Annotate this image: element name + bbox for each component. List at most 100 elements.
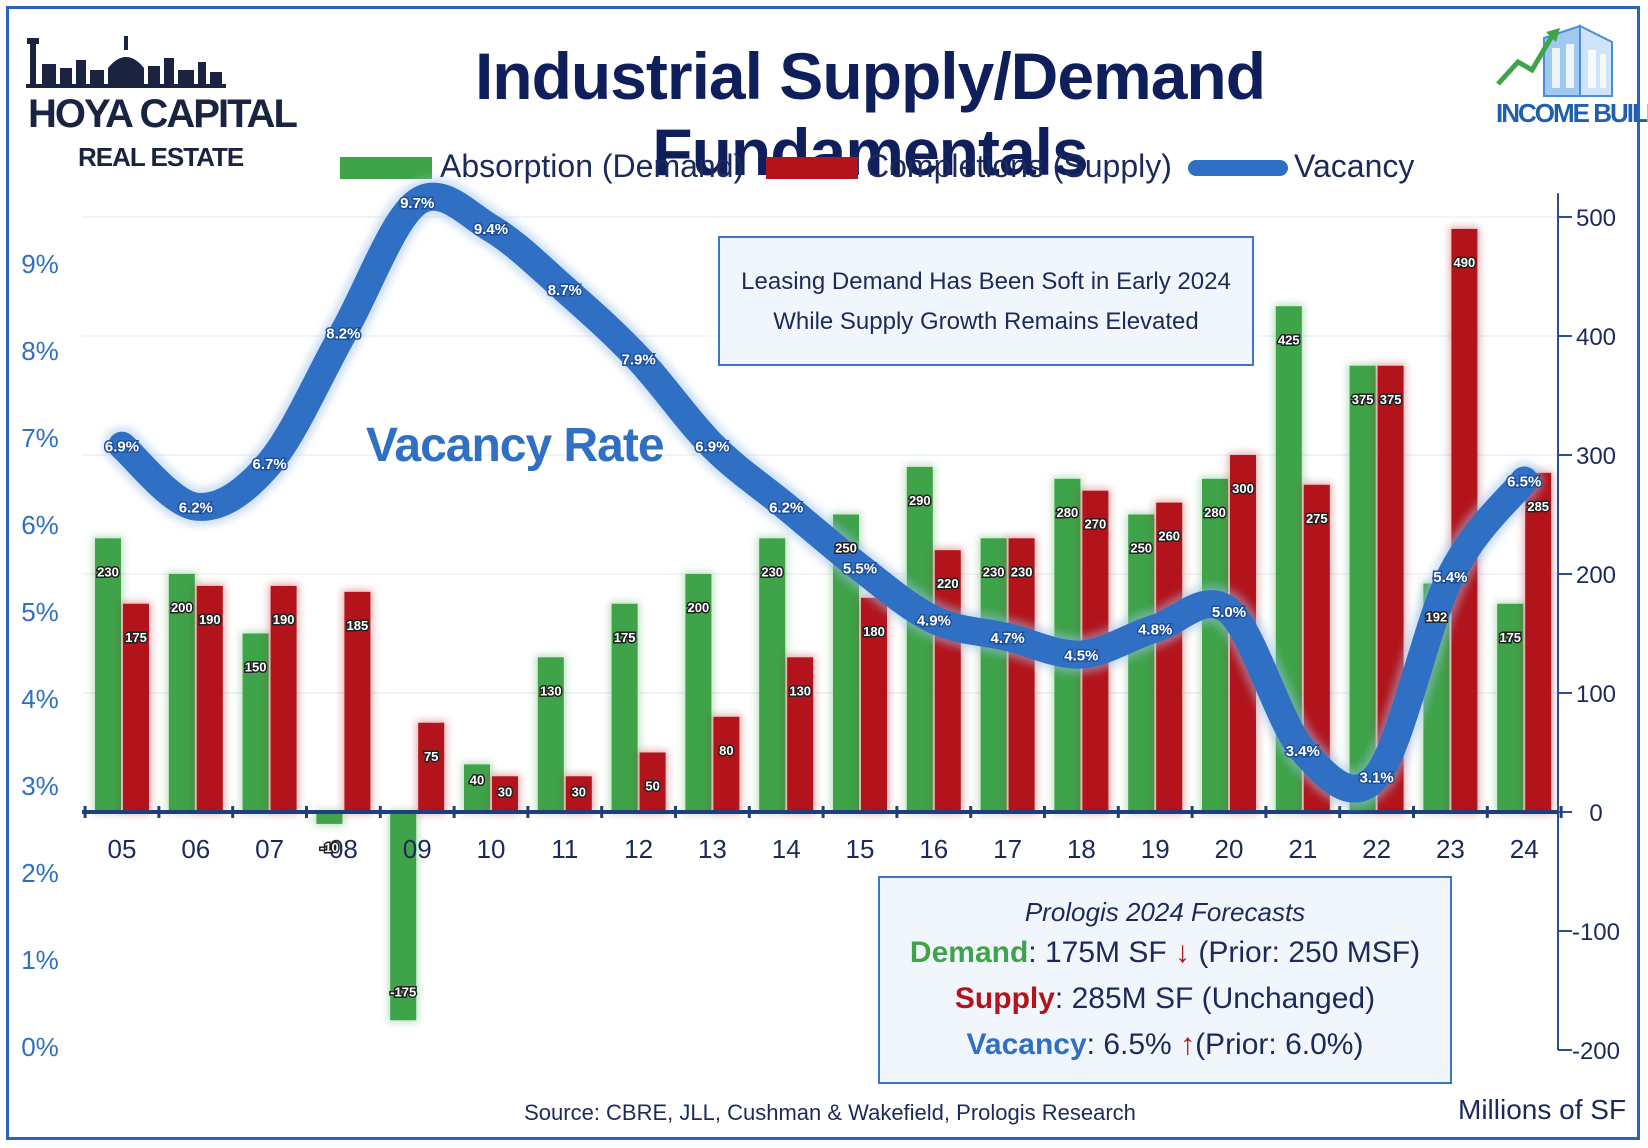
legend-label-completions: Completions (Supply) [866,148,1172,184]
vacancy-point-label: 6.9% [105,439,139,456]
completions-bar-label: 230 [1011,564,1033,579]
x-axis-tick-label: 16 [919,834,948,864]
completions-bar-label: 130 [789,683,811,698]
hoya-capital-skyline-icon [26,36,226,88]
absorption-bar-label: 130 [540,683,562,698]
left-axis-tick-label: 4% [21,684,59,714]
completions-bar-label: 300 [1232,481,1254,496]
x-axis-tick-label: 06 [181,834,210,864]
absorption-bar [980,538,1007,812]
right-axis-tick-label: 100 [1576,681,1616,708]
absorption-bar-label: 250 [835,541,857,556]
completions-bar-label: 75 [424,749,438,764]
absorption-bar-label: 200 [688,600,710,615]
forecast-demand-value: : 175M SF [1028,936,1167,969]
hoya-capital-logo-subtext: REAL ESTATE [78,142,244,172]
left-axis-tick-label: 8% [21,336,59,366]
forecast-demand-row: Demand: 175M SF ↓ (Prior: 250 MSF) [880,930,1450,976]
absorption-bar-label: 40 [470,772,484,787]
left-axis-tick-label: 3% [21,771,59,801]
absorption-bar [537,657,564,812]
x-axis-tick-label: 23 [1436,834,1465,864]
vacancy-point-label: 3.4% [1286,743,1320,760]
vacancy-point-label: 3.1% [1359,769,1393,786]
x-axis-tick-label: 05 [108,834,137,864]
absorption-bar-label: 290 [909,493,931,508]
vacancy-point-label: 7.9% [621,352,655,369]
source-note: Source: CBRE, JLL, Cushman & Wakefield, … [524,1100,1136,1125]
completions-bar [861,597,887,812]
forecast-demand-prior: (Prior: 250 MSF) [1190,936,1421,969]
absorption-bar [390,812,417,1021]
completions-bar [639,752,666,812]
completions-bar-label: 30 [572,784,586,799]
completions-bar-label: 175 [125,630,147,645]
legend-label-vacancy: Vacancy [1294,148,1415,184]
completions-bar [934,550,961,812]
vacancy-point-label: 9.4% [474,221,508,238]
left-axis-tick-label: 2% [21,858,59,888]
forecast-supply-row: Supply: 285M SF (Unchanged) [880,976,1450,1022]
legend-swatch-vacancy [1188,160,1288,176]
absorption-bar-label: 250 [1130,541,1152,556]
absorption-bar-label: 175 [1499,630,1521,645]
absorption-bar [464,764,490,812]
vacancy-point-label: 9.7% [400,195,434,212]
completions-bar [196,585,223,812]
vacancy-point-label: 4.8% [1138,621,1172,638]
absorption-bar [1349,365,1376,812]
units-label: Millions of SF [1458,1094,1627,1125]
completions-bar [270,585,297,812]
income-builder-logo-text: INCOME BUILDER [1496,98,1648,128]
right-axis-tick-label: 0 [1589,800,1602,827]
completions-bar-label: 30 [498,784,512,799]
chart-title: Industrial Supply/Demand Fundamentals [474,39,1266,189]
absorption-bar [95,538,121,812]
absorption-bar-label: -10 [320,840,339,855]
legend-swatch-absorption [340,157,432,179]
absorption-bar-label: 230 [761,564,783,579]
absorption-bar [1128,514,1155,812]
left-axis-tick-label: 1% [21,945,59,975]
completions-bar-label: 285 [1527,499,1549,514]
completions-bar-label: 220 [937,576,959,591]
arrow-down-icon: ↓ [1175,936,1191,969]
hoya-capital-logo-text: HOYA CAPITAL [28,92,298,136]
x-axis-tick-label: 09 [403,834,432,864]
absorption-bar-label: 230 [983,564,1005,579]
forecast-supply-value: : 285M SF (Unchanged) [1054,982,1376,1015]
absorption-bar-label: 375 [1352,392,1374,407]
x-axis-tick-label: 22 [1362,834,1391,864]
completions-bar [492,776,518,812]
absorption-bar-label: 280 [1204,505,1226,520]
completions-bar-label: 50 [645,779,659,794]
absorption-bar-label: -175 [390,984,416,999]
right-axis-tick-label: 300 [1576,443,1616,470]
completions-bar [1525,472,1552,812]
vacancy-point-label: 6.5% [1507,474,1541,491]
vacancy-point-label: 6.9% [695,439,729,456]
x-axis-tick-label: 21 [1288,834,1317,864]
absorption-bar [759,538,786,812]
absorption-bar [1202,478,1228,812]
absorption-bar-label: 230 [97,564,119,579]
x-axis-tick-label: 20 [1215,834,1244,864]
completions-bar-label: 190 [199,612,221,627]
x-axis-tick-label: 08 [329,834,358,864]
absorption-bar [168,574,195,812]
note-line-1: Leasing Demand Has Been Soft in Early 20… [741,268,1231,295]
forecast-vacancy-label: Vacancy [966,1028,1087,1061]
forecast-vacancy-prior: (Prior: 6.0%) [1195,1028,1364,1061]
absorption-bar [611,603,638,812]
right-axis-tick-label: -100 [1572,919,1620,946]
completions-bar [1156,502,1183,812]
x-axis-tick-label: 10 [477,834,506,864]
arrow-up-icon: ↑ [1180,1028,1196,1061]
vacancy-point-label: 6.2% [769,500,803,517]
absorption-bar-label: 150 [245,660,267,675]
legend-label-absorption: Absorption (Demand) [440,148,745,184]
forecast-vacancy-value: : 6.5% [1086,1028,1172,1061]
completions-bar-label: 270 [1085,517,1107,532]
completions-bar-label: 275 [1306,511,1328,526]
